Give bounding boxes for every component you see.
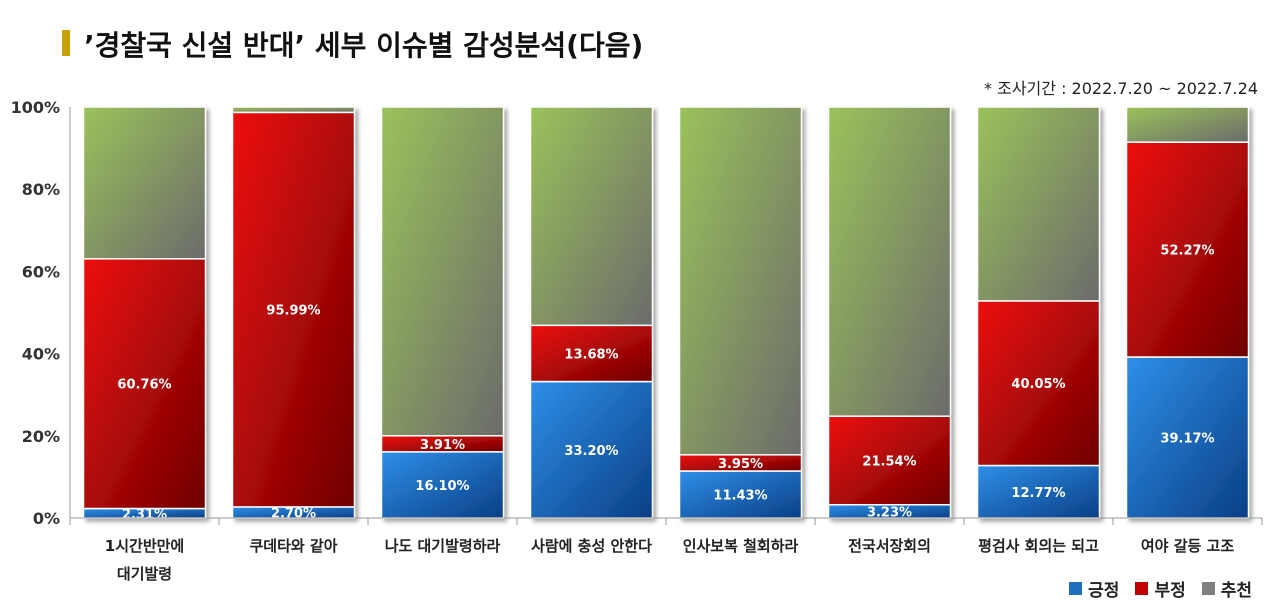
data-label-positive: 12.77% (1011, 486, 1065, 501)
x-tick-label: 사람에 충성 안한다 (531, 537, 652, 555)
data-label-positive: 33.20% (564, 444, 618, 459)
bar-stack (1125, 106, 1250, 519)
data-label-positive: 2.31% (122, 507, 167, 522)
data-label-positive: 2.70% (271, 506, 316, 521)
y-tick-label: 80% (22, 180, 60, 199)
bar-segment-negative (827, 415, 952, 506)
bar-stack (82, 106, 207, 519)
x-tick-label: 여야 갈등 고조 (1141, 537, 1234, 555)
bar-segment-neutral (976, 106, 1101, 302)
data-label-negative: 60.76% (117, 378, 171, 393)
legend-item-negative: 부정 (1135, 576, 1186, 601)
x-tick-label: 쿠데타와 같아 (249, 537, 337, 555)
data-label-negative: 95.99% (266, 304, 320, 319)
y-tick-label: 40% (22, 345, 60, 364)
data-label-positive: 39.17% (1160, 432, 1214, 447)
bar-groups: 2.31% 60.76% 2.70% 95.99% 16.10% 3.91% 33.20% 1… (82, 106, 1250, 522)
data-label-negative: 21.54% (862, 454, 916, 469)
bar-stack (678, 106, 803, 519)
data-label-negative: 3.95% (718, 457, 763, 472)
data-label-negative: 13.68% (564, 347, 618, 362)
bar-segment-neutral (1125, 106, 1250, 143)
bar-segment-negative (976, 300, 1101, 467)
bar-segment-neutral (82, 106, 207, 260)
y-tick-label: 100% (11, 98, 60, 117)
legend-item-positive: 긍정 (1069, 576, 1119, 601)
bar-segment-neutral (231, 106, 356, 114)
y-tick-label: 20% (22, 427, 60, 446)
data-label-negative: 3.91% (420, 438, 465, 453)
bar-stack (827, 106, 952, 519)
legend-label-positive: 긍정 (1088, 581, 1120, 601)
data-label-negative: 52.27% (1160, 244, 1214, 259)
legend-swatch-negative (1135, 582, 1149, 595)
x-tick-label: 평검사 회의는 되고 (978, 537, 1099, 555)
page-title: ’경찰국 신설 반대’ 세부 이슈별 감성분석(다음) (84, 29, 644, 62)
title-accent-bar (62, 30, 70, 56)
bar-stack (529, 106, 654, 519)
bar-segment-positive (529, 380, 654, 519)
data-label-positive: 16.10% (415, 479, 469, 494)
legend: 긍정 부정 추천 (1069, 576, 1252, 601)
bar-segment-negative (82, 258, 207, 510)
x-tick-label: 대기발령 (117, 565, 172, 583)
bar-segment-neutral (827, 106, 952, 417)
bar-segment-positive (976, 464, 1101, 519)
bar-segment-positive (678, 470, 803, 519)
bar-segment-positive (1125, 356, 1250, 519)
legend-label-neutral: 추천 (1220, 581, 1252, 601)
bar-segment-negative (529, 324, 654, 383)
bar-segment-negative (1125, 141, 1250, 358)
bar-segment-neutral (529, 106, 654, 327)
x-tick-label: 나도 대기발령하라 (385, 537, 501, 555)
x-tick-label: 전국서장회의 (848, 537, 931, 555)
legend-swatch-positive (1069, 582, 1083, 595)
bar-stack (976, 106, 1101, 519)
legend-swatch-neutral (1201, 582, 1215, 595)
y-axis: 0% 20% 40% 60% 80% 100% (11, 98, 71, 528)
legend-label-negative: 부정 (1154, 581, 1186, 601)
bar-stack (380, 106, 505, 519)
bar-stack (231, 106, 356, 519)
data-label-positive: 11.43% (713, 489, 767, 504)
legend-item-neutral: 추천 (1201, 576, 1252, 601)
survey-period: * 조사기간 : 2022.7.20 ~ 2022.7.24 (984, 79, 1258, 98)
x-tick-label: 1시간반만에 (105, 537, 184, 555)
y-tick-label: 0% (33, 509, 60, 528)
x-tick-label: 인사보복 철회하라 (683, 537, 799, 555)
y-tick-label: 60% (22, 262, 60, 281)
data-label-negative: 40.05% (1011, 377, 1065, 392)
data-label-positive: 3.23% (867, 505, 912, 520)
bar-segment-positive (380, 451, 505, 519)
bar-segment-neutral (678, 106, 803, 456)
bar-segment-neutral (380, 106, 505, 437)
